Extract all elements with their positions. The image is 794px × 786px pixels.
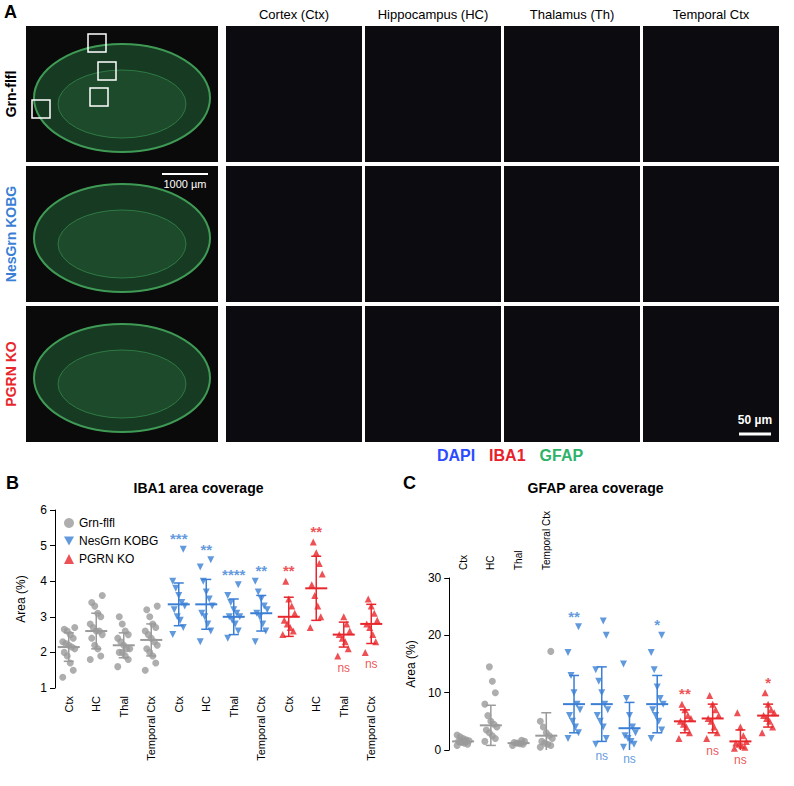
svg-text:**: **	[568, 608, 580, 625]
svg-text:1000 µm: 1000 µm	[163, 178, 206, 190]
svg-text:Temporal Ctx: Temporal Ctx	[145, 696, 157, 761]
svg-text:Hippocampus (HC): Hippocampus (HC)	[378, 7, 489, 22]
svg-text:Temporal Ctx: Temporal Ctx	[673, 7, 750, 22]
svg-text:6: 6	[40, 503, 47, 517]
svg-text:20: 20	[428, 628, 442, 642]
svg-text:Cortex (Ctx): Cortex (Ctx)	[259, 7, 329, 22]
svg-text:**: **	[200, 541, 212, 558]
svg-text:*: *	[765, 674, 771, 691]
svg-text:ns: ns	[595, 749, 608, 763]
svg-text:**: **	[255, 562, 267, 579]
svg-text:A: A	[4, 2, 17, 22]
svg-text:Temporal Ctx: Temporal Ctx	[541, 511, 552, 570]
svg-text:Thal: Thal	[228, 696, 240, 717]
svg-text:****: ****	[222, 566, 246, 583]
svg-text:Thal: Thal	[118, 696, 130, 717]
svg-text:***: ***	[170, 530, 188, 547]
svg-text:Temporal Ctx: Temporal Ctx	[365, 696, 377, 761]
svg-text:DAPIIBA1GFAP: DAPIIBA1GFAP	[437, 447, 584, 464]
svg-text:HC: HC	[200, 696, 212, 712]
svg-text:4: 4	[40, 574, 47, 588]
svg-text:HC: HC	[90, 696, 102, 712]
svg-text:ns: ns	[623, 752, 636, 766]
svg-text:NesGrn KOBG: NesGrn KOBG	[79, 534, 158, 548]
svg-text:Ctx: Ctx	[458, 555, 469, 570]
svg-text:PGRN KO: PGRN KO	[79, 552, 134, 566]
svg-text:NesGrn KOBG: NesGrn KOBG	[3, 186, 19, 283]
svg-text:Grn-flfl: Grn-flfl	[3, 71, 19, 118]
svg-text:Thal: Thal	[338, 696, 350, 717]
svg-text:**: **	[679, 685, 691, 702]
svg-text:*: *	[654, 616, 660, 633]
svg-text:10: 10	[428, 686, 442, 700]
svg-text:Thalamus (Th): Thalamus (Th)	[530, 7, 615, 22]
svg-text:3: 3	[40, 610, 47, 624]
svg-text:HC: HC	[485, 556, 496, 570]
svg-text:5: 5	[40, 539, 47, 553]
svg-text:Thal: Thal	[513, 551, 524, 570]
svg-text:0: 0	[435, 743, 442, 757]
svg-text:PGRN KO: PGRN KO	[3, 341, 19, 406]
svg-text:Area (%): Area (%)	[404, 640, 418, 687]
svg-text:ns: ns	[337, 661, 350, 675]
svg-text:2: 2	[40, 645, 47, 659]
svg-text:ns: ns	[734, 753, 747, 767]
svg-text:B: B	[6, 473, 19, 493]
svg-text:1: 1	[40, 681, 47, 695]
svg-text:Ctx: Ctx	[283, 696, 295, 713]
svg-text:IBA1 area coverage: IBA1 area coverage	[134, 480, 264, 496]
svg-text:ns: ns	[365, 657, 378, 671]
svg-text:ns: ns	[706, 744, 719, 758]
svg-text:Grn-flfl: Grn-flfl	[79, 516, 115, 530]
svg-text:**: **	[283, 562, 295, 579]
svg-text:Temporal Ctx: Temporal Ctx	[255, 696, 267, 761]
svg-text:HC: HC	[310, 696, 322, 712]
svg-text:Ctx: Ctx	[63, 696, 75, 713]
svg-text:Area (%): Area (%)	[14, 575, 28, 622]
svg-text:Ctx: Ctx	[173, 696, 185, 713]
svg-text:30: 30	[428, 571, 442, 585]
svg-text:GFAP area coverage: GFAP area coverage	[528, 480, 664, 496]
svg-text:**: **	[310, 523, 322, 540]
svg-text:C: C	[403, 473, 416, 493]
svg-text:50 µm: 50 µm	[738, 413, 772, 427]
